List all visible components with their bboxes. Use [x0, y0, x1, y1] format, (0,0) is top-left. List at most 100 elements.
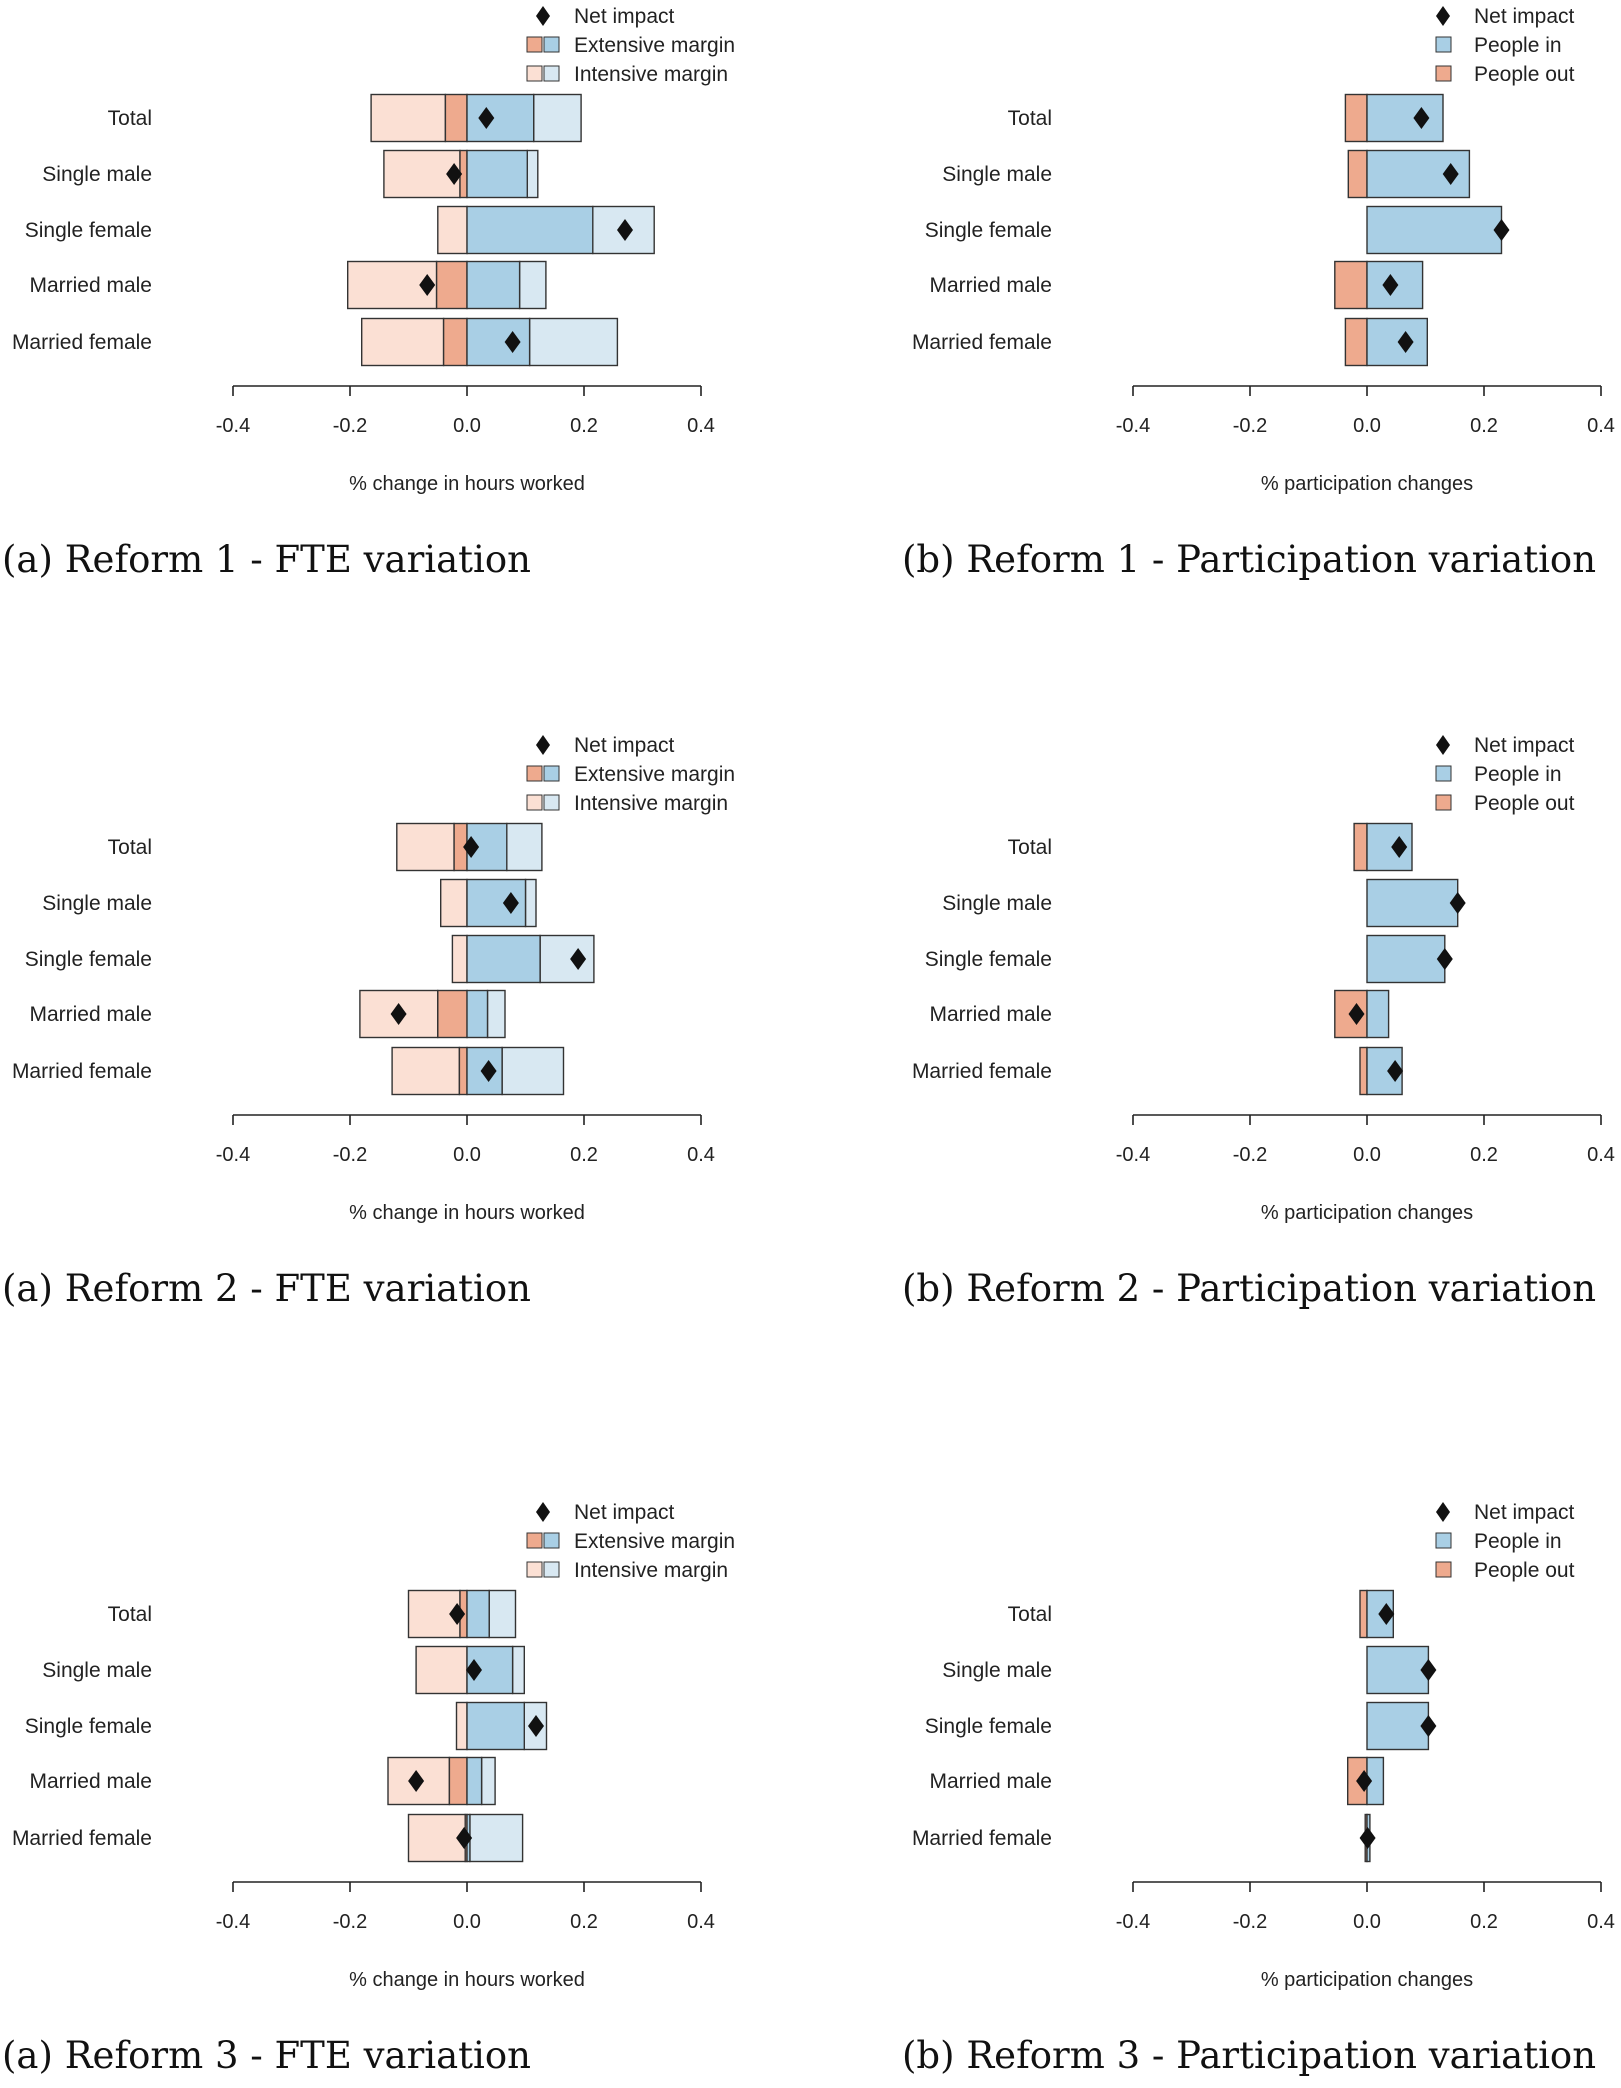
category-label-single-female: Single female [25, 219, 152, 242]
bar-people-in-single-female [1366, 934, 1446, 984]
legend-symbol-pos-extensive-margin [543, 1532, 560, 1549]
category-label-single-female: Single female [925, 948, 1052, 971]
legend-symbol-neg-intensive-margin [526, 794, 543, 811]
legend-label-net-impact: Net impact [1474, 734, 1575, 757]
x-tick-label-2: 0.0 [453, 1144, 481, 1166]
bar-intensive-pos-single-male [511, 1645, 525, 1695]
x-tick-label-1: -0.2 [1233, 1144, 1267, 1166]
net-marker-single-male [446, 163, 463, 185]
bar-intensive-pos-married-male [480, 1756, 496, 1806]
net-marker-total [1378, 1603, 1395, 1625]
category-label-married-female: Married female [912, 1060, 1052, 1083]
x-tick-label-2: 0.0 [1353, 415, 1381, 437]
legend-label-people-out: People out [1474, 792, 1575, 815]
legend-label-net-impact: Net impact [1474, 5, 1575, 28]
net-marker-married-female [1387, 1060, 1404, 1082]
x-tick-label-1: -0.2 [333, 415, 367, 437]
category-label-total: Total [108, 836, 152, 859]
bar-extensive-pos-single-male [466, 149, 528, 199]
category-label-married-female: Married female [12, 1827, 152, 1850]
x-tick-label-1: -0.2 [333, 1144, 367, 1166]
legend-symbol-neg-extensive-margin [526, 1532, 543, 1549]
net-marker-total [1391, 836, 1408, 858]
bar-extensive-pos-married-male [466, 989, 489, 1039]
panel-caption: (a) Reform 3 - FTE variation [2, 2034, 531, 2077]
legend-label-intensive-margin: Intensive margin [574, 1559, 728, 1582]
x-axis-label: % change in hours worked [349, 1969, 585, 1991]
x-tick-label-3: 0.2 [570, 1144, 598, 1166]
x-tick-label-1: -0.2 [1233, 415, 1267, 437]
bar-intensive-pos-total [506, 822, 543, 872]
x-tick-label-0: -0.4 [216, 1144, 250, 1166]
bar-intensive-neg-single-male [440, 878, 468, 928]
net-marker-married-female [1359, 1827, 1376, 1849]
net-marker-married-male [1382, 274, 1399, 296]
bar-people-in-married-female [1366, 317, 1428, 367]
net-marker-married-female [1397, 331, 1414, 353]
bar-intensive-neg-single-female [451, 934, 468, 984]
x-tick-label-2: 0.0 [453, 415, 481, 437]
x-tick-label-1: -0.2 [1233, 1911, 1267, 1933]
legend-label-extensive-margin: Extensive margin [574, 34, 735, 57]
net-marker-single-female [570, 948, 587, 970]
legend-symbol-net-impact [536, 735, 550, 755]
chart-4: Total Single male Single female Married mal… [902, 734, 1615, 1310]
bar-extensive-neg-married-male [448, 1756, 468, 1806]
category-label-total: Total [1008, 107, 1052, 130]
x-axis-label: % participation changes [1261, 1202, 1473, 1224]
legend-symbol-neg-intensive-margin [526, 65, 543, 82]
bar-people-out-total [1344, 93, 1368, 143]
legend: Net impact People in People out [1435, 5, 1575, 86]
legend-symbol-net-impact [536, 1502, 550, 1522]
legend-label-net-impact: Net impact [574, 1501, 675, 1524]
bar-extensive-neg-married-female [458, 1046, 468, 1096]
bar-intensive-neg-total [370, 93, 447, 143]
net-marker-single-female [1436, 948, 1453, 970]
net-marker-total [463, 836, 480, 858]
bar-intensive-pos-married-female [469, 1813, 524, 1863]
legend-symbol-people-in [1435, 36, 1452, 53]
net-marker-single-female [528, 1715, 544, 1737]
chart-6: Total Single male Single female Married mal… [902, 1501, 1615, 2077]
chart-2: Total Single male Single female Married mal… [902, 5, 1615, 581]
bar-intensive-neg-total [396, 822, 455, 872]
net-marker-total [478, 107, 495, 129]
bar-extensive-neg-married-male [437, 989, 468, 1039]
bar-extensive-pos-married-male [466, 1756, 483, 1806]
x-axis-label: % change in hours worked [349, 1202, 585, 1224]
bar-intensive-neg-married-female [361, 317, 445, 367]
bar-extensive-pos-single-female [466, 1701, 525, 1751]
bar-people-out-married-female [1344, 317, 1368, 367]
bar-intensive-pos-married-male [486, 989, 506, 1039]
bar-extensive-neg-married-female [442, 317, 468, 367]
panel-caption: (b) Reform 1 - Participation variation [902, 538, 1596, 581]
x-tick-label-4: 0.4 [687, 1911, 715, 1933]
x-tick-label-3: 0.2 [1470, 1144, 1498, 1166]
legend-symbol-net-impact [536, 6, 550, 26]
category-label-married-male: Married male [29, 1003, 152, 1026]
category-label-married-male: Married male [929, 274, 1052, 297]
panel-caption: (b) Reform 2 - Participation variation [902, 1267, 1596, 1310]
bar-extensive-pos-married-female [466, 317, 531, 367]
legend: Net impact Extensive margin Intensive marg… [526, 1501, 735, 1582]
category-label-single-male: Single male [42, 892, 152, 915]
category-label-married-male: Married male [929, 1770, 1052, 1793]
net-marker-total [449, 1603, 466, 1625]
panel-caption: (a) Reform 2 - FTE variation [2, 1267, 531, 1310]
x-tick-label-0: -0.4 [1116, 415, 1150, 437]
legend-symbol-people-out [1435, 794, 1452, 811]
net-marker-married-male [1356, 1770, 1373, 1792]
category-label-single-male: Single male [942, 892, 1052, 915]
legend-label-people-in: People in [1474, 34, 1562, 57]
category-label-married-male: Married male [29, 274, 152, 297]
bar-people-out-married-male [1334, 260, 1368, 310]
legend-symbol-net-impact [1436, 735, 1450, 755]
net-marker-married-female [456, 1827, 473, 1849]
category-label-married-male: Married male [929, 1003, 1052, 1026]
category-label-total: Total [1008, 836, 1052, 859]
legend-label-intensive-margin: Intensive margin [574, 792, 728, 815]
category-label-single-male: Single male [942, 163, 1052, 186]
bar-intensive-neg-single-male [415, 1645, 468, 1695]
bar-intensive-pos-married-female [501, 1046, 565, 1096]
chart-1: Total Single male Single female Married mal… [2, 5, 735, 581]
